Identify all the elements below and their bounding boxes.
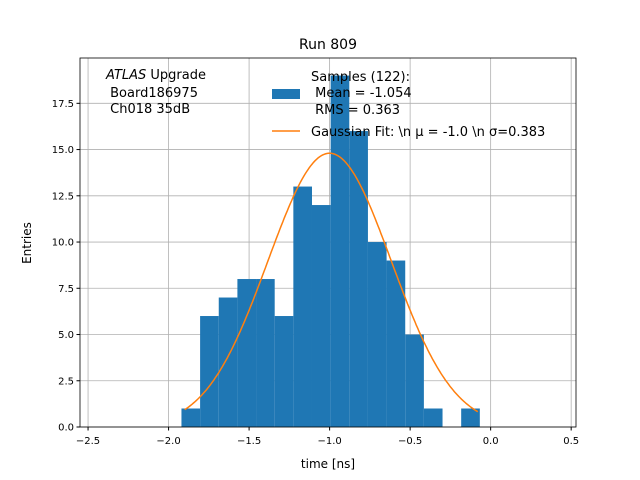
- legend: Samples (122): Mean = -1.054 RMS = 0.363…: [272, 70, 545, 140]
- x-tick-label: −1.0: [317, 436, 341, 447]
- y-tick-label: 0.0: [58, 423, 74, 434]
- x-axis-label: time [ns]: [301, 457, 355, 471]
- y-tick-label: 5.0: [58, 330, 74, 341]
- histogram-bar: [461, 408, 480, 427]
- histogram-bar: [218, 297, 238, 427]
- x-tick-label: 0.5: [563, 436, 579, 447]
- y-tick-label: 7.5: [58, 284, 74, 295]
- legend-fit-label: Gaussian Fit: \n μ = -1.0 \n σ=0.383: [311, 125, 545, 140]
- y-tick-label: 2.5: [58, 376, 74, 387]
- histogram-bar: [405, 334, 424, 427]
- histogram-bar: [423, 408, 443, 427]
- chart-title: Run 809: [299, 37, 357, 53]
- legend-hist-patch: [272, 89, 300, 99]
- y-tick-label: 17.5: [52, 99, 74, 110]
- histogram-bar: [237, 279, 257, 427]
- x-tick-label: −2.5: [76, 436, 100, 447]
- histogram-bar: [274, 316, 294, 427]
- histogram-bar: [311, 205, 331, 427]
- histogram-bar: [256, 279, 275, 427]
- x-tick-label: −1.5: [237, 436, 261, 447]
- gaussian-fit-line: [184, 152, 479, 413]
- y-tick-label: 15.0: [52, 145, 74, 156]
- legend-hist-line2: Mean = -1.054: [311, 86, 412, 101]
- legend-hist-line1: Samples (122):: [311, 70, 410, 85]
- y-axis-label: Entries: [20, 222, 34, 264]
- y-tick-label: 10.0: [52, 238, 74, 249]
- histogram-bar: [293, 186, 312, 427]
- histogram-bar: [200, 316, 219, 427]
- y-tick-label: 12.5: [52, 191, 74, 202]
- histogram-bar: [181, 408, 201, 427]
- legend-hist-line3: RMS = 0.363: [311, 103, 400, 118]
- histogram-bar: [330, 75, 350, 428]
- histogram-bar: [367, 242, 387, 427]
- x-tick-label: −2.0: [156, 436, 180, 447]
- x-tick-label: 0.0: [483, 436, 499, 447]
- board-label: Board186975: [106, 86, 198, 101]
- atlas-label: ATLAS: [105, 68, 146, 83]
- annotation: ATLAS Upgrade Board186975 Ch018 35dB: [105, 68, 206, 117]
- channel-label: Ch018 35dB: [106, 102, 190, 117]
- upgrade-label: Upgrade: [146, 68, 206, 83]
- histogram-bar: [386, 260, 406, 427]
- histogram-bar: [349, 131, 368, 427]
- svg-text:ATLAS Upgrade: ATLAS Upgrade: [105, 68, 206, 83]
- x-tick-label: −0.5: [398, 436, 422, 447]
